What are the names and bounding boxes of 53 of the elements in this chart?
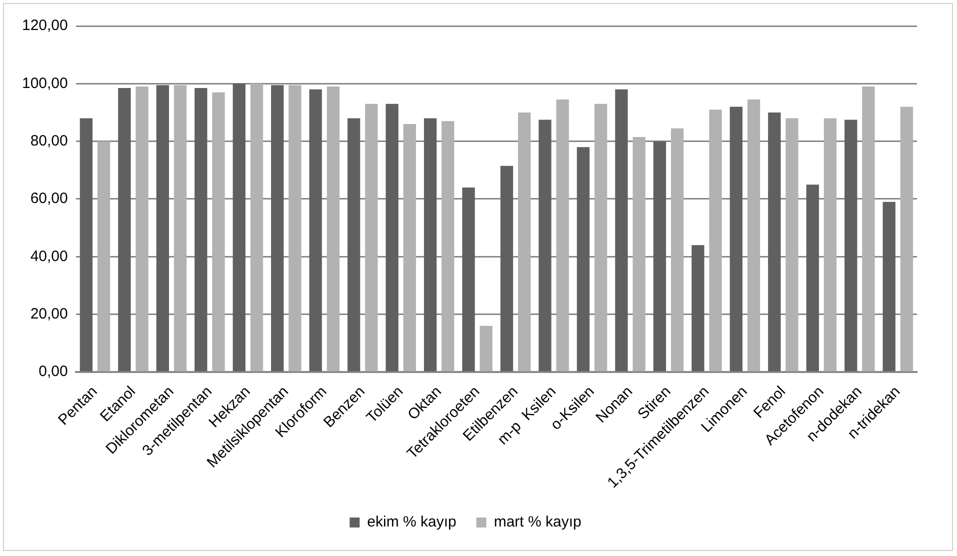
bar [442, 121, 454, 372]
bar [518, 112, 531, 372]
bar [556, 100, 569, 372]
bar [768, 112, 781, 372]
bar [824, 118, 837, 372]
bar [288, 85, 302, 372]
bar [786, 118, 798, 372]
bar [118, 88, 131, 372]
bar [403, 124, 416, 372]
y-tick-label: 120,00 [22, 17, 68, 34]
y-tick-label: 20,00 [30, 305, 68, 322]
legend-label: mart % kayıp [494, 514, 582, 531]
bar [212, 92, 225, 372]
bar [271, 85, 284, 372]
bar [594, 104, 608, 372]
bar [806, 184, 819, 372]
y-tick-label: 60,00 [30, 190, 68, 208]
y-tick-label: 40,00 [30, 248, 68, 265]
bar [386, 104, 398, 372]
bar [174, 85, 187, 372]
bar [670, 128, 684, 372]
bar [709, 110, 722, 372]
bar [156, 85, 169, 372]
bar [500, 166, 514, 372]
y-tick-label: 0,00 [38, 363, 68, 380]
bar [632, 137, 646, 372]
bar [424, 118, 437, 372]
bar [232, 84, 246, 372]
bar [747, 100, 760, 372]
bar [326, 86, 340, 372]
bar [844, 120, 858, 372]
bar [900, 106, 914, 372]
bar [480, 326, 492, 372]
bar [309, 89, 322, 372]
bar [97, 141, 110, 372]
bar [462, 187, 475, 372]
bar [882, 202, 896, 372]
bar [692, 245, 704, 372]
bar [538, 120, 552, 372]
bar [615, 89, 628, 372]
bar [250, 84, 264, 372]
bar [365, 104, 378, 372]
bar [194, 88, 208, 372]
bar [348, 118, 360, 372]
bar [576, 147, 590, 372]
y-tick-label: 100,00 [22, 74, 68, 92]
y-tick-label: 80,00 [30, 132, 68, 150]
legend-label: ekim % kayıp [367, 514, 456, 531]
bar [862, 86, 875, 372]
bar [136, 86, 148, 372]
bar [80, 118, 93, 372]
bar [730, 106, 742, 372]
bar [653, 141, 666, 372]
